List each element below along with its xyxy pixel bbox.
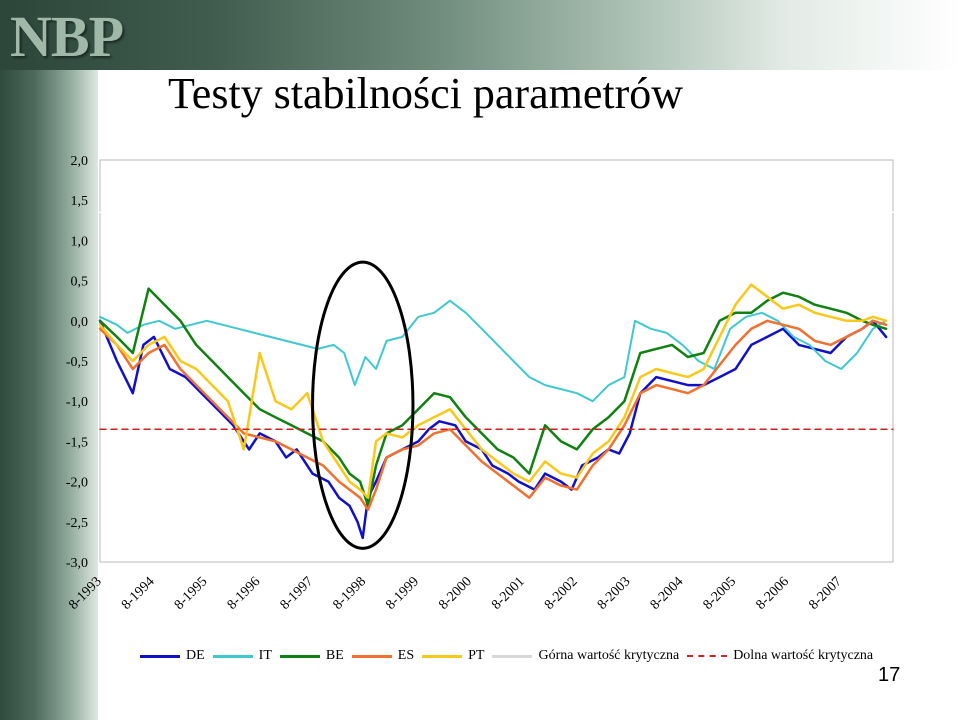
plot-area bbox=[99, 159, 894, 563]
header-band bbox=[0, 0, 960, 70]
series-line-de bbox=[98, 319, 888, 540]
y-tick-label: 1,5 bbox=[71, 194, 89, 209]
legend-item: Górna wartość krytyczna bbox=[492, 648, 679, 664]
legend-label: DE bbox=[186, 648, 205, 663]
y-tick-label: -1,5 bbox=[66, 435, 88, 450]
series-line-es bbox=[98, 319, 888, 511]
x-tick-label: 8-2003 bbox=[595, 574, 634, 613]
legend-swatch bbox=[492, 654, 533, 658]
legend-swatch bbox=[279, 654, 320, 658]
sidebar-gradient bbox=[0, 0, 98, 720]
x-axis: 8-1993 8-1994 8-1995 8-1996 8-1997 8-1998 8-19… bbox=[66, 574, 845, 613]
x-tick-label: 8-2001 bbox=[489, 574, 528, 613]
x-tick-label: 8-2005 bbox=[701, 574, 740, 613]
legend-item: ES bbox=[351, 648, 415, 664]
y-tick-label: -2,5 bbox=[66, 516, 88, 531]
x-tick-label: 8-2004 bbox=[648, 574, 687, 613]
legend-item: PT bbox=[422, 648, 484, 664]
y-tick-label: 0,0 bbox=[71, 315, 89, 330]
x-tick-label: 8-1997 bbox=[278, 574, 317, 613]
y-tick-label: 1,0 bbox=[71, 234, 89, 249]
legend-label: Dolna wartość krytyczna bbox=[733, 648, 874, 663]
y-tick-label: -2,0 bbox=[66, 476, 88, 491]
legend-label: BE bbox=[325, 648, 344, 663]
legend-label: Górna wartość krytyczna bbox=[538, 648, 680, 663]
legend-item: Dolna wartość krytyczna bbox=[687, 648, 873, 664]
legend-swatch bbox=[351, 654, 392, 658]
legend-label: ES bbox=[397, 648, 415, 663]
legend-swatch bbox=[687, 655, 728, 657]
legend-swatch bbox=[140, 654, 180, 658]
annotation-group bbox=[311, 260, 415, 550]
x-tick-label: 8-1994 bbox=[119, 574, 158, 613]
y-axis: 2,0 1,5 1,0 0,5 0,0 -0,5 -1,0 -1,5 -2,0 -2,5 -3,0 bbox=[66, 154, 88, 571]
nbp-logo: NBP bbox=[10, 4, 124, 69]
x-tick-label: 8-1999 bbox=[383, 574, 422, 613]
y-tick-label: 0,5 bbox=[71, 275, 89, 290]
legend: DE IT BE ES PT Górna wartość krytyczna Dolna w… bbox=[140, 646, 881, 666]
legend-item: IT bbox=[212, 648, 272, 664]
x-tick-label: 8-2007 bbox=[806, 574, 845, 613]
series-line-be bbox=[98, 287, 888, 507]
slide-title: Testy stabilności parametrów bbox=[168, 69, 684, 118]
y-tick-label: 2,0 bbox=[71, 154, 89, 169]
y-tick-label: -0,5 bbox=[66, 355, 88, 370]
legend-item: DE bbox=[140, 648, 205, 664]
page-number: 17 bbox=[878, 664, 901, 686]
series-group bbox=[98, 211, 894, 540]
legend-label: IT bbox=[258, 648, 272, 663]
y-tick-label: -1,0 bbox=[66, 395, 88, 410]
legend-swatch bbox=[422, 654, 463, 658]
x-tick-label: 8-2006 bbox=[753, 574, 792, 613]
highlight-ellipse bbox=[311, 260, 415, 550]
x-tick-label: 8-2002 bbox=[542, 574, 581, 613]
x-tick-label: 8-1998 bbox=[331, 574, 370, 613]
y-tick-label: -3,0 bbox=[66, 556, 88, 571]
legend-label: PT bbox=[468, 648, 485, 663]
x-tick-label: 8-1995 bbox=[172, 574, 211, 613]
series-line-pt bbox=[98, 283, 888, 499]
x-tick-label: 8-1993 bbox=[66, 574, 105, 613]
legend-swatch bbox=[212, 654, 253, 658]
x-tick-label: 8-1996 bbox=[225, 574, 264, 613]
series-line-it bbox=[99, 299, 888, 403]
legend-item: BE bbox=[279, 648, 344, 664]
x-tick-label: 8-2000 bbox=[436, 574, 475, 613]
